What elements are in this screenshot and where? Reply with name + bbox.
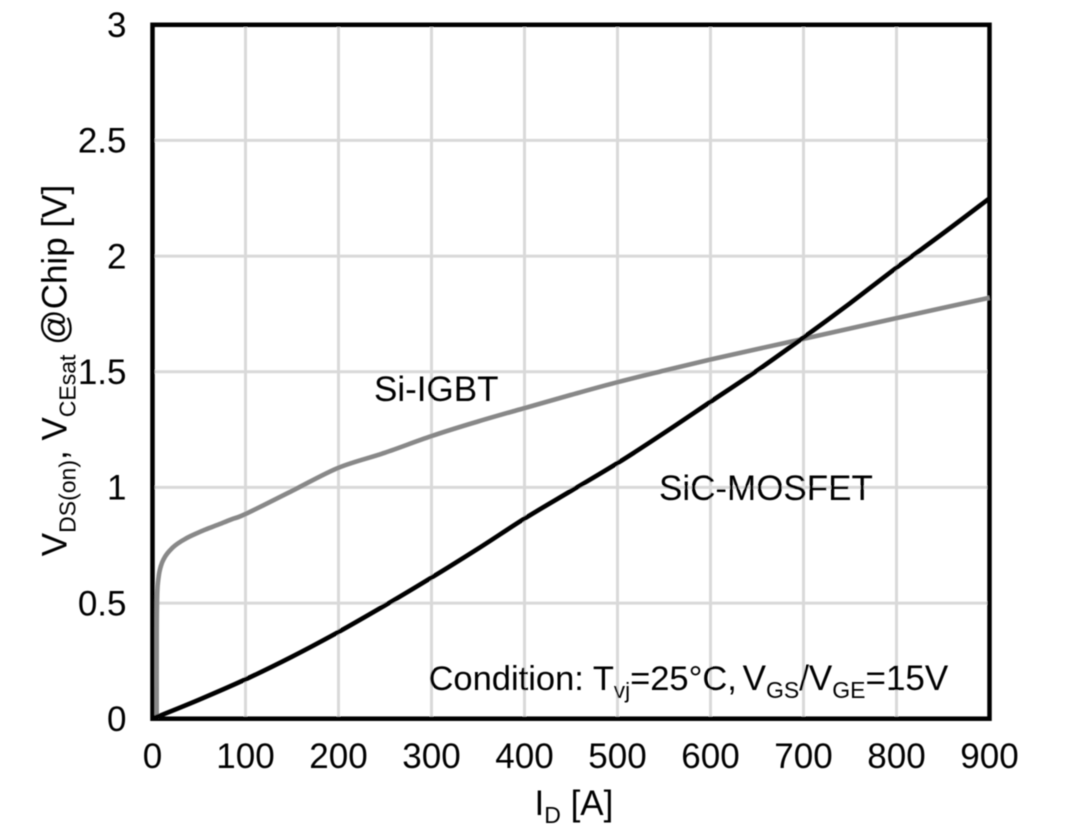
svg-text:2: 2	[107, 237, 126, 276]
svg-text:200: 200	[309, 737, 367, 776]
svg-text:SiC-MOSFET: SiC-MOSFET	[659, 469, 873, 508]
svg-text:2.5: 2.5	[78, 122, 127, 161]
svg-text:0: 0	[143, 737, 162, 776]
svg-text:500: 500	[588, 737, 646, 776]
svg-text:0.5: 0.5	[78, 584, 127, 623]
svg-text:700: 700	[774, 737, 832, 776]
svg-text:Si-IGBT: Si-IGBT	[374, 370, 498, 409]
svg-text:Condition: Tvj=25°C, VGS/VGE=1: Condition: Tvj=25°C, VGS/VGE=15V	[429, 659, 949, 703]
svg-text:400: 400	[495, 737, 553, 776]
svg-text:3: 3	[107, 6, 126, 45]
svg-text:1: 1	[107, 469, 126, 508]
svg-text:600: 600	[681, 737, 739, 776]
svg-text:0: 0	[107, 700, 126, 739]
svg-text:1.5: 1.5	[78, 353, 127, 392]
svg-text:VDS(on), VCEsat @Chip [V]: VDS(on), VCEsat @Chip [V]	[36, 185, 81, 556]
svg-text:800: 800	[867, 737, 925, 776]
svg-text:300: 300	[402, 737, 460, 776]
svg-text:100: 100	[216, 737, 274, 776]
svg-text:900: 900	[960, 737, 1018, 776]
